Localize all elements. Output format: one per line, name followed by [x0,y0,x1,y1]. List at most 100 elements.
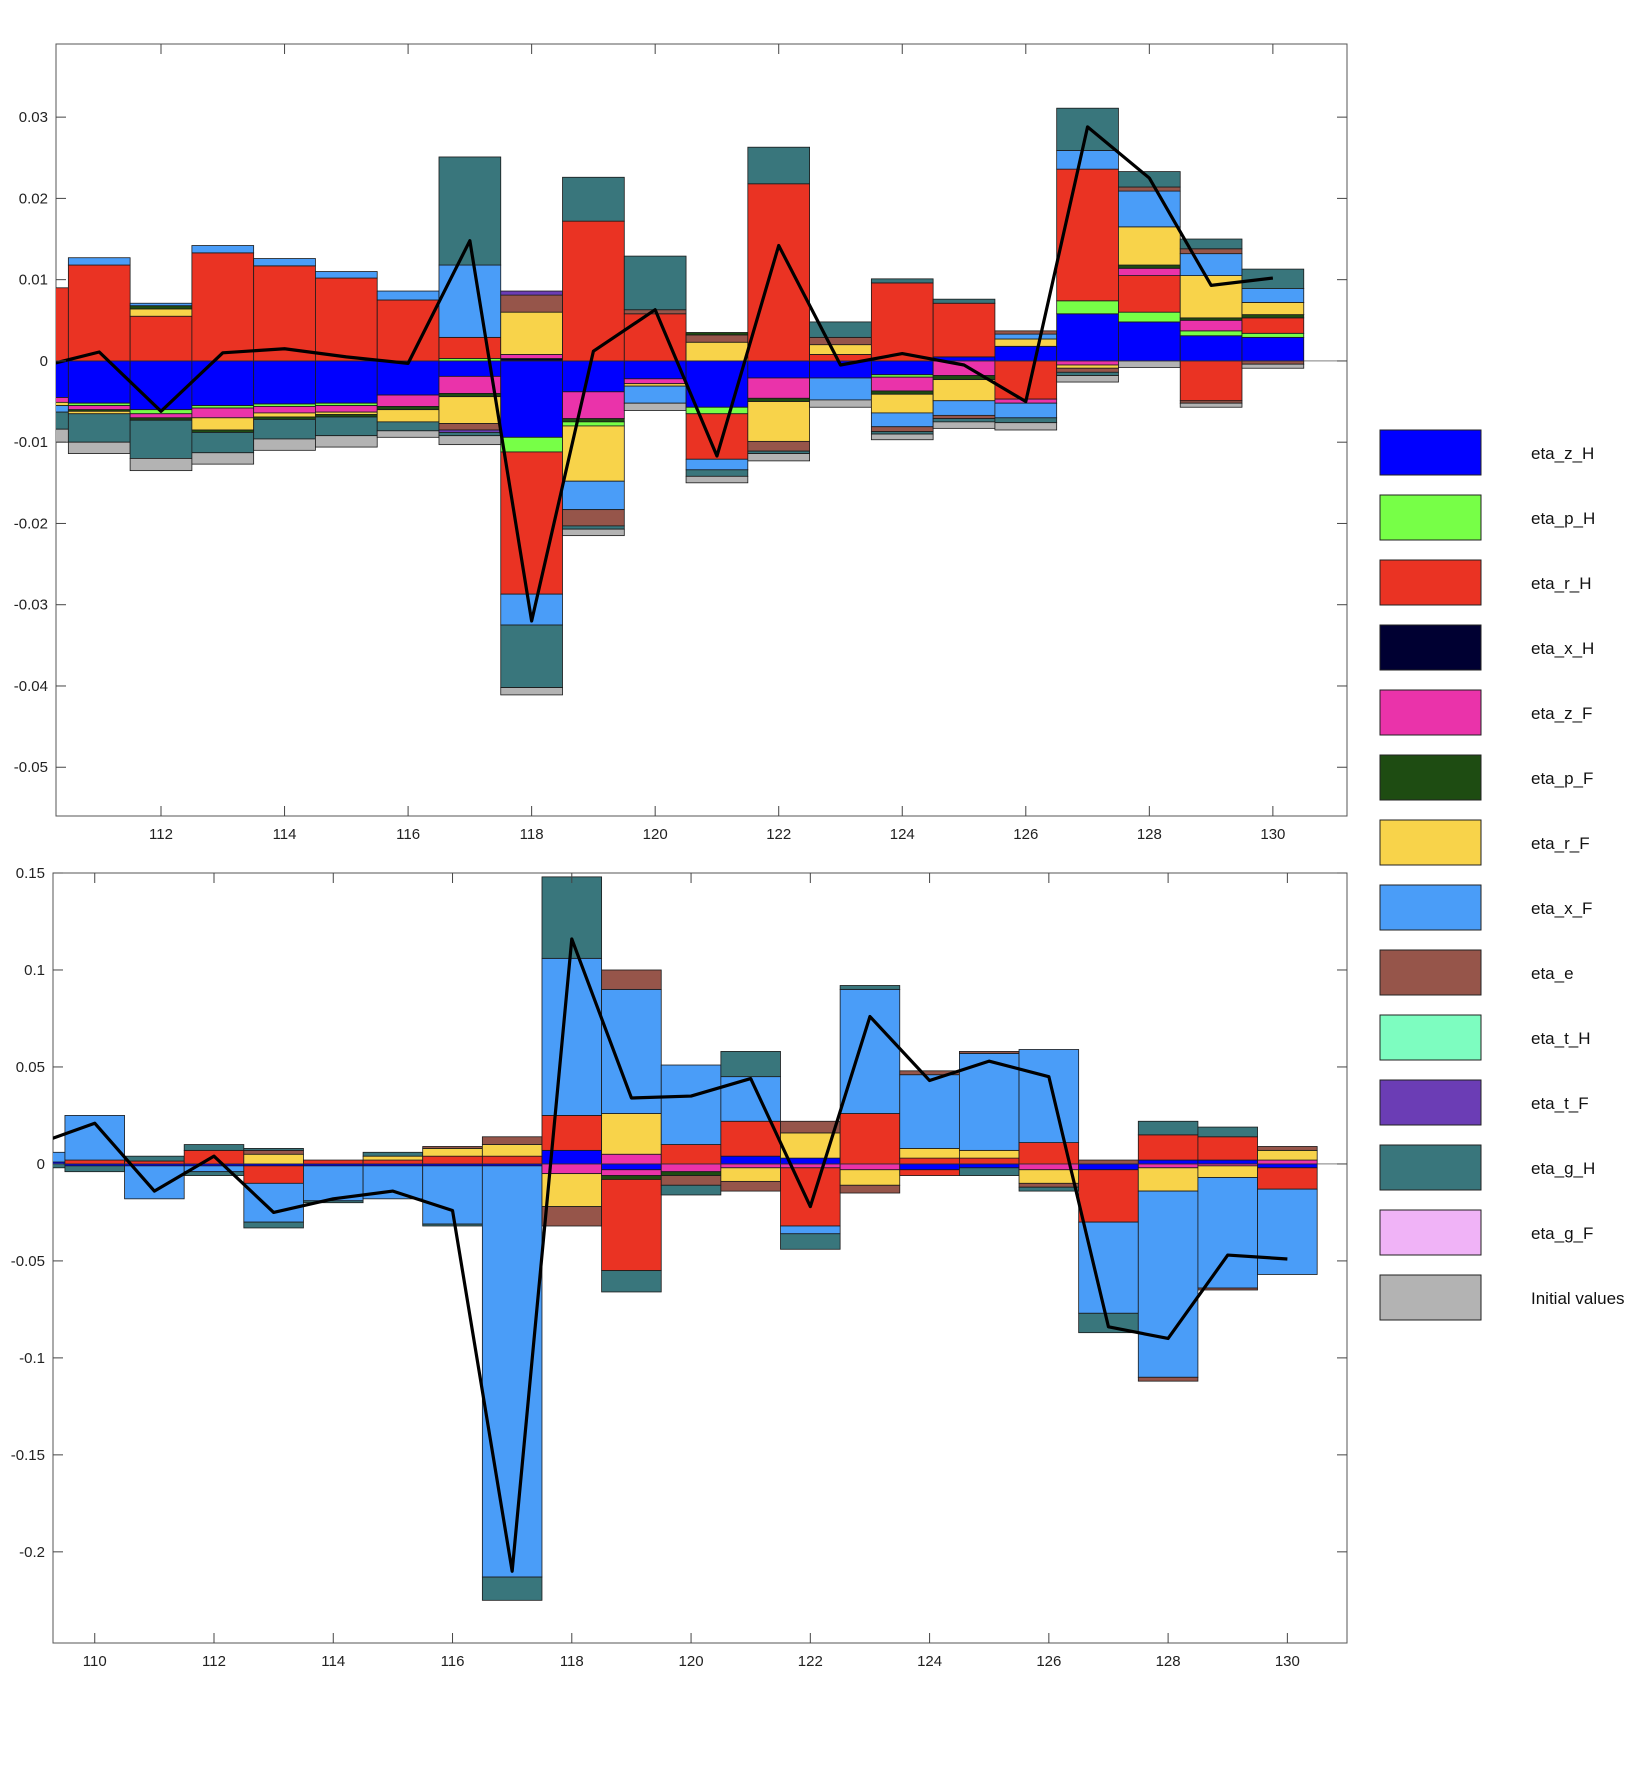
bottom-bar-segment-eta_e [1018,1182,1080,1188]
bottom-x-tick-label: 126 [1036,1653,1061,1670]
top-bar-segment-eta_r_f [685,341,749,362]
top-bar-segment-eta_x_f [253,258,316,267]
bottom-bar-segment-eta_p_f [601,1175,662,1180]
bottom-y-tick-label: -0.1 [19,1350,45,1367]
top-panel: 112 114 116 118 120 122 124 126 128 130 -0.05 -0.04… [14,43,1348,843]
top-bar-segment-eta_x_f [1056,150,1119,170]
bottom-bar-segment-eta_r_f [839,1169,901,1186]
legend-swatch-eta_t_f [1379,1079,1482,1126]
top-bar-segment-eta_r_h [1118,275,1181,313]
bottom-panel: 110 112 114 116 118 120 122 124 126 128 130 -0.2 -0.… [11,865,1348,1670]
bottom-bar-segment-eta_r_h [601,1179,662,1272]
bottom-bar-segment-eta_r_f [481,1144,543,1157]
top-bar-segment-eta_r_h [747,183,811,362]
bottom-bar-segment-eta_r_f [1018,1169,1080,1184]
top-bar-segment-eta_p_f [747,397,811,402]
top-bar-segment-eta_r_f [994,338,1058,347]
top-bar-segment-eta_z_f [253,406,316,414]
top-bar-segment-eta_r_f [438,396,502,424]
top-bar-segment-eta_z_h [315,360,378,404]
bottom-bar-segment-eta_e [481,1136,543,1145]
top-bar-segment-eta_g_h [1179,238,1243,250]
top-bar-segment-eta_r_f [932,379,996,402]
top-bar-segment-eta_p_h [1241,332,1305,338]
bottom-bar-segment-eta_r_f [899,1148,960,1159]
top-bar-segment-initial-values [1241,363,1305,369]
bottom-bar-segment-eta_r_f [422,1148,483,1157]
bottom-bar-segment-eta_e [422,1146,483,1149]
top-bar-segment-eta_z_h [870,360,934,376]
top-bar-segment-eta_r_h [56,287,69,362]
top-bar-segment-eta_g_h [191,432,255,454]
bottom-bar-segment-eta_x_f [1018,1049,1080,1143]
bottom-bar-segment-eta_r_f [1137,1167,1199,1192]
top-bar-segment-eta_g_h [67,413,131,443]
bottom-bar-segment-eta_r_h [899,1169,960,1176]
top-bar-segment-eta_r_f [870,393,934,414]
top-bar-segment-eta_g_h [253,419,316,440]
top-y-tick-label: -0.04 [14,678,48,695]
top-bar-segment-eta_r_f [56,401,69,407]
bottom-bar-segment-eta_z_h [959,1163,1020,1169]
bottom-total-line [53,937,1288,1573]
bottom-bar-segment-eta_e [601,969,662,990]
top-bar-segment-eta_p_h [500,436,563,453]
top-bar-segment-eta_z_h [191,360,255,407]
top-bar-segment-eta_p_f [870,390,934,395]
top-bar-segment-eta_r_f [562,425,625,482]
top-bar-segment-initial-values [747,453,811,462]
bottom-bar-segment-eta_z_f [720,1163,781,1169]
top-y-tick-label: 0.01 [19,272,48,289]
top-bar-segment-eta_r_h [438,336,502,359]
top-y-tick-label: -0.05 [14,759,48,776]
top-bar-segment-eta_g_h [932,298,996,304]
bottom-bar-segment-eta_r_h [1137,1134,1199,1161]
top-bar-segment-eta_r_h [1056,168,1119,302]
bottom-bar-segment-eta_z_h [601,1163,662,1171]
bottom-bar-segment-eta_r_h [243,1165,304,1184]
legend-swatch-eta_x_f [1379,884,1482,931]
top-bar-segment-eta_e [438,423,502,431]
bottom-x-tick-label: 120 [679,1653,704,1670]
top-bar-segment-eta_r_f [376,409,440,423]
bottom-x-tick-label: 118 [560,1653,584,1670]
top-bar-segment-eta_e [500,294,563,313]
top-bar-segment-eta_e [994,330,1058,335]
top-x-tick-label: 112 [149,826,173,843]
legend-swatch-eta_r_h [1379,559,1482,606]
top-y-tick-label: 0.03 [19,109,48,126]
top-x-tick-label: 120 [643,826,668,843]
top-axis-ticks: 112 114 116 118 120 122 124 126 128 130 -0.05 -0.04… [14,44,1347,843]
bottom-bar-segment-eta_e [720,1180,781,1192]
bottom-bar-segment-eta_r_f [720,1167,781,1182]
bottom-bar-segment-eta_g_h [1197,1126,1258,1138]
bottom-bar-segment-eta_r_h [481,1155,543,1165]
bottom-bar-segment-eta_x_f [481,1165,543,1578]
bottom-bar-segment-eta_g_h [839,985,901,990]
bottom-bar-segment-eta_g_h [660,1184,722,1196]
legend-label-eta_z_f: eta_z_F [1531,704,1592,723]
bottom-bar-segment-eta_z_f [601,1153,662,1165]
top-bar-segment-eta_z_f [56,397,69,403]
bottom-bar-segment-eta_g_h [303,1200,364,1204]
bottom-bar-segment-eta_r_h [422,1155,483,1165]
top-bar-segment-initial-values [870,433,934,441]
bottom-y-tick-label: -0.15 [11,1447,45,1464]
bottom-bar-segment-eta_e [959,1051,1020,1054]
legend-label-initial-values: Initial values [1531,1289,1625,1308]
legend-label-eta_z_h: eta_z_H [1531,444,1594,463]
bottom-y-tick-label: 0 [37,1156,45,1173]
bottom-bar-segment-eta_z_f [660,1163,722,1173]
top-bar-segment-eta_g_h [1056,371,1119,376]
top-bar-segment-eta_r_h [870,282,934,362]
bottom-bar-segment-eta_g_h [124,1155,185,1162]
top-bar-segment-eta_g_h [870,278,934,284]
bottom-x-tick-label: 110 [83,1653,107,1670]
bottom-bar-segment-eta_r_f [1257,1149,1318,1161]
bottom-bar-segment-eta_x_f [243,1182,304,1223]
bottom-bar-segment-eta_z_h [899,1163,960,1171]
top-bar-segment-eta_x_f [994,333,1058,340]
top-bar-segment-eta_g_h [562,525,625,530]
bottom-bar-segment-eta_z_f [1137,1163,1199,1169]
top-bar-segment-eta_g_h [932,418,996,423]
